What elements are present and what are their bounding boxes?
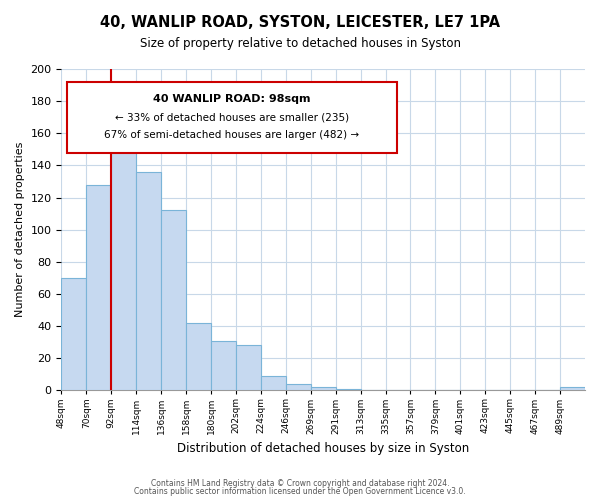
Bar	[286, 384, 311, 390]
Text: 40, WANLIP ROAD, SYSTON, LEICESTER, LE7 1PA: 40, WANLIP ROAD, SYSTON, LEICESTER, LE7 …	[100, 15, 500, 30]
Text: Size of property relative to detached houses in Syston: Size of property relative to detached ho…	[139, 38, 461, 51]
Bar	[186, 323, 211, 390]
Text: 40 WANLIP ROAD: 98sqm: 40 WANLIP ROAD: 98sqm	[153, 94, 310, 104]
Bar	[86, 184, 111, 390]
Text: ← 33% of detached houses are smaller (235): ← 33% of detached houses are smaller (23…	[115, 112, 349, 122]
Bar	[311, 387, 335, 390]
Bar	[261, 376, 286, 390]
Text: Contains public sector information licensed under the Open Government Licence v3: Contains public sector information licen…	[134, 487, 466, 496]
Bar	[560, 387, 585, 390]
Bar	[111, 128, 136, 390]
Bar	[136, 172, 161, 390]
Bar	[335, 388, 361, 390]
Text: Contains HM Land Registry data © Crown copyright and database right 2024.: Contains HM Land Registry data © Crown c…	[151, 478, 449, 488]
FancyBboxPatch shape	[67, 82, 397, 152]
Text: 67% of semi-detached houses are larger (482) →: 67% of semi-detached houses are larger (…	[104, 130, 359, 140]
Bar	[211, 340, 236, 390]
Bar	[236, 346, 261, 391]
Bar	[61, 278, 86, 390]
Y-axis label: Number of detached properties: Number of detached properties	[15, 142, 25, 318]
Bar	[161, 210, 186, 390]
X-axis label: Distribution of detached houses by size in Syston: Distribution of detached houses by size …	[177, 442, 469, 455]
